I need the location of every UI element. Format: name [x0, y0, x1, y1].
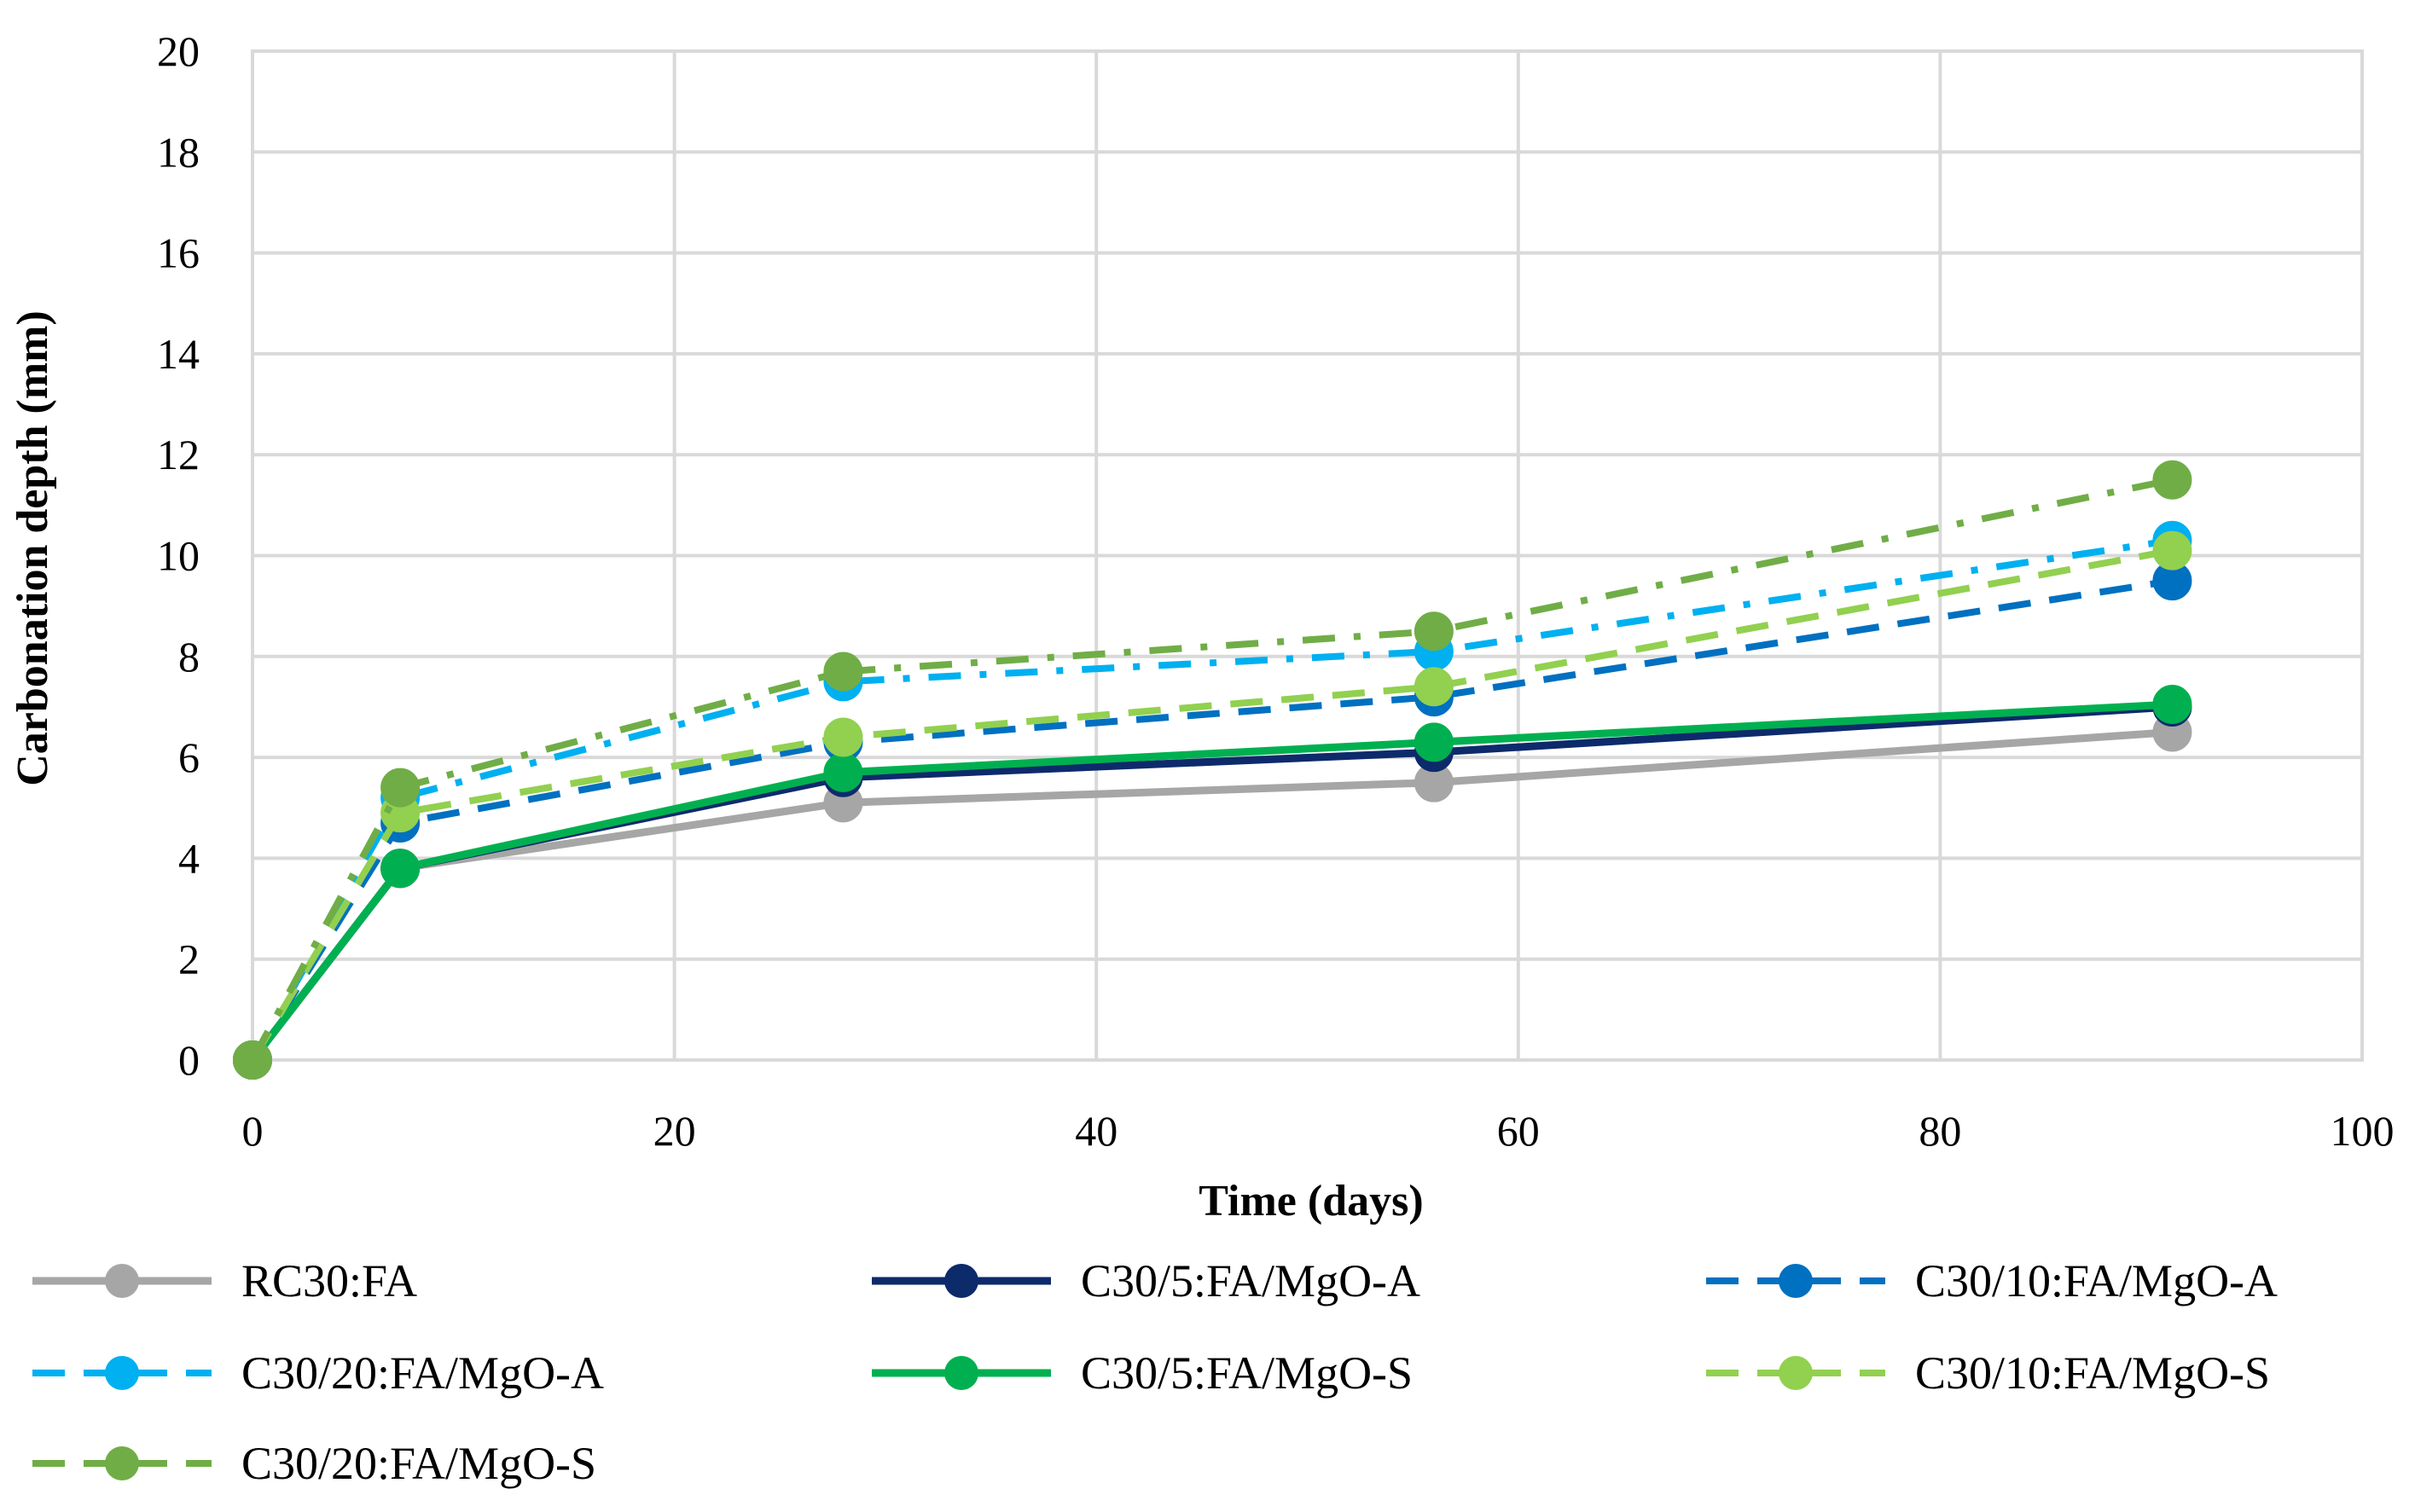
series-C30/20:FA/MgO-A [233, 520, 2192, 1080]
y-tick-label: 16 [157, 229, 200, 277]
legend-item: C30/20:FA/MgO-A [32, 1347, 604, 1399]
series-line [249, 476, 2174, 1062]
legend-label: C30/10:FA/MgO-A [1915, 1255, 2278, 1306]
y-tick-label: 0 [178, 1036, 200, 1084]
x-tick-label: 100 [2331, 1107, 2395, 1155]
y-tick-label: 4 [178, 834, 200, 882]
x-axis-ticks: 0 20 40 60 80 100 [242, 1107, 2395, 1155]
legend-marker [105, 1356, 139, 1390]
legend-item: RC30:FA [32, 1255, 417, 1306]
legend-label: C30/20:FA/MgO-S [241, 1438, 596, 1489]
x-axis-title: Time (days) [1199, 1177, 1423, 1225]
legend-marker [105, 1264, 139, 1298]
series-C30/20:FA/MgO-S [233, 460, 2192, 1080]
series-C30/10:FA/MgO-S [233, 530, 2192, 1080]
data-point [823, 752, 863, 792]
legend-marker [944, 1264, 978, 1298]
series-line [249, 547, 2174, 1063]
legend-label: C30/5:FA/MgO-S [1081, 1347, 1413, 1399]
data-point [2152, 530, 2192, 571]
x-tick-label: 20 [653, 1107, 696, 1155]
y-tick-label: 20 [157, 27, 200, 75]
y-tick-label: 12 [157, 431, 200, 478]
plot-border [251, 49, 2364, 1062]
y-tick-label: 6 [178, 733, 200, 781]
series-RC30:FA [233, 712, 2192, 1080]
legend-item: C30/10:FA/MgO-S [1706, 1347, 2270, 1399]
y-tick-label: 2 [178, 936, 200, 983]
series-C30/5:FA/MgO-S [233, 684, 2192, 1080]
x-tick-label: 80 [1919, 1107, 1961, 1155]
data-point [233, 1040, 272, 1080]
x-tick-label: 60 [1497, 1107, 1540, 1155]
y-axis-ticks: 0 2 4 6 8 10 12 14 16 18 20 [157, 27, 200, 1084]
y-axis-title: Carbonation depth (mm) [9, 310, 57, 786]
legend-marker [105, 1446, 139, 1480]
series-line [249, 703, 2173, 1063]
data-point [823, 652, 863, 692]
x-tick-label: 40 [1075, 1107, 1118, 1155]
series-line [249, 728, 2173, 1063]
legend-label: C30/20:FA/MgO-A [241, 1347, 604, 1399]
legend-item: C30/10:FA/MgO-A [1706, 1255, 2278, 1306]
data-point [823, 717, 863, 757]
legend: RC30:FA C30/5:FA/MgO-A C30/10:FA/MgO-A C30/… [32, 1255, 2278, 1489]
legend-item: C30/5:FA/MgO-S [872, 1347, 1413, 1399]
legend-marker [1779, 1356, 1813, 1390]
data-point [2152, 684, 2192, 724]
data-point [1414, 667, 1454, 707]
legend-label: RC30:FA [241, 1255, 417, 1306]
legend-marker [1779, 1264, 1813, 1298]
y-tick-label: 8 [178, 633, 200, 681]
series-line [249, 577, 2174, 1063]
x-tick-label: 0 [242, 1107, 264, 1155]
legend-marker [944, 1356, 978, 1390]
plot-area [251, 49, 2364, 1062]
series-group [233, 460, 2192, 1080]
data-point [380, 768, 421, 808]
legend-label: C30/10:FA/MgO-S [1915, 1347, 2270, 1399]
grid-lines [251, 49, 2364, 1062]
legend-label: C30/5:FA/MgO-A [1081, 1255, 1420, 1306]
data-point [1414, 722, 1454, 762]
legend-item: C30/5:FA/MgO-A [872, 1255, 1420, 1306]
series-C30/10:FA/MgO-A [233, 561, 2192, 1080]
y-tick-label: 18 [157, 128, 200, 176]
series-C30/5:FA/MgO-A [233, 686, 2192, 1080]
legend-item: C30/20:FA/MgO-S [32, 1438, 596, 1489]
data-point [380, 849, 421, 889]
y-tick-label: 14 [157, 330, 200, 378]
y-tick-label: 10 [157, 532, 200, 580]
data-point [1414, 611, 1454, 652]
data-point [2152, 460, 2192, 500]
